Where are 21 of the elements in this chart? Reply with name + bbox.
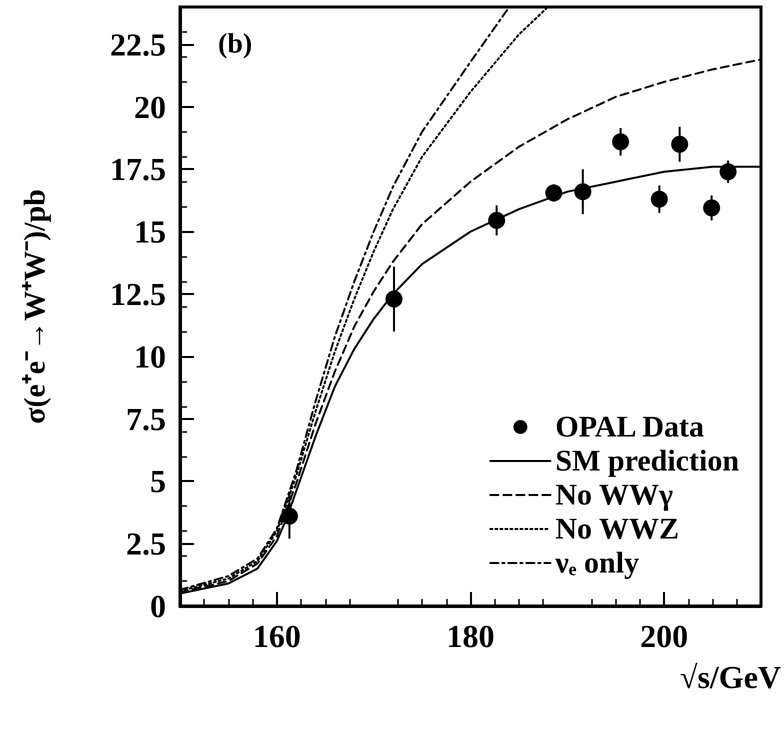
legend-label: OPAL Data — [555, 410, 704, 444]
x-tick-label: 200 — [640, 618, 688, 654]
legend-label: νₑ only — [554, 546, 640, 580]
x-tick-label: 160 — [252, 618, 301, 654]
y-tick-label: 2.5 — [126, 526, 166, 562]
y-tick-label: 5 — [150, 463, 166, 500]
y-tick-label: 22.5 — [110, 26, 166, 62]
y-tick-label: 10 — [134, 338, 166, 374]
y-tick-label: 12.5 — [110, 276, 166, 312]
y-tick-label: 7.5 — [126, 400, 166, 437]
y-tick-label: 15 — [134, 214, 166, 250]
y-tick-label: 17.5 — [110, 151, 166, 188]
legend-label: SM prediction — [555, 444, 740, 478]
annotation: (b) — [218, 28, 252, 60]
x-axis-title: √s/GeV — [680, 659, 781, 695]
x-tick-label: 180 — [446, 618, 494, 654]
legend-label: No WWZ — [555, 512, 680, 546]
legend-label: No WWγ — [555, 478, 674, 512]
y-axis-title: σ(e⁺e⁻→W⁺W⁻)/pb — [18, 189, 52, 424]
y-tick-label: 0 — [150, 588, 166, 624]
y-tick-label: 20 — [134, 88, 166, 125]
